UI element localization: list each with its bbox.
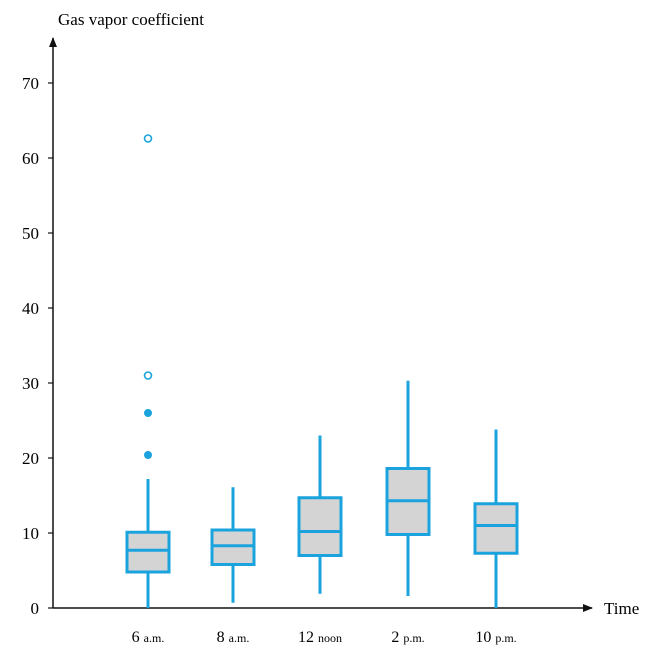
box-3 bbox=[297, 435, 343, 594]
x-category-sub: a.m. bbox=[229, 631, 250, 645]
boxes bbox=[125, 134, 519, 608]
y-tick-label: 0 bbox=[31, 599, 40, 618]
box-5 bbox=[473, 429, 519, 608]
x-category-label: 8 a.m. bbox=[217, 629, 250, 646]
box-iqr bbox=[473, 502, 519, 555]
box-iqr bbox=[297, 496, 343, 557]
y-tick-label: 30 bbox=[22, 374, 39, 393]
x-category-label: 6 a.m. bbox=[132, 629, 165, 646]
y-tick-label: 70 bbox=[22, 74, 39, 93]
x-category-label: 2 p.m. bbox=[391, 629, 424, 646]
y-tick-label: 20 bbox=[22, 449, 39, 468]
extreme-outlier-point bbox=[143, 371, 153, 380]
mild-outlier-point bbox=[144, 409, 152, 417]
x-category-main: 2 bbox=[391, 629, 403, 646]
x-category-label: 12 noon bbox=[298, 629, 342, 646]
y-ticks: 0 10 20 30 40 50 60 70 bbox=[22, 74, 53, 618]
box-2 bbox=[210, 487, 256, 603]
x-category-labels: 6 a.m. 8 a.m. 12 noon 2 p.m. 10 p.m. bbox=[132, 629, 517, 646]
x-category-sub: p.m. bbox=[495, 631, 516, 645]
mild-outlier-point bbox=[144, 451, 152, 459]
x-category-sub: noon bbox=[318, 631, 342, 645]
x-category-main: 6 bbox=[132, 629, 144, 646]
box-1 bbox=[125, 134, 171, 608]
x-category-sub: p.m. bbox=[403, 631, 424, 645]
y-tick-label: 60 bbox=[22, 149, 39, 168]
box-4 bbox=[385, 380, 431, 596]
x-category-main: 10 bbox=[475, 629, 495, 646]
y-tick-label: 50 bbox=[22, 224, 39, 243]
x-category-main: 12 bbox=[298, 629, 318, 646]
y-tick-label: 40 bbox=[22, 299, 39, 318]
x-category-label: 10 p.m. bbox=[475, 629, 516, 646]
y-tick-label: 10 bbox=[22, 524, 39, 543]
extreme-outlier-point bbox=[143, 134, 153, 143]
x-category-main: 8 bbox=[217, 629, 229, 646]
x-category-sub: a.m. bbox=[144, 631, 165, 645]
box-iqr bbox=[125, 530, 171, 574]
x-axis-title: Time bbox=[604, 599, 639, 618]
y-axis-title: Gas vapor coefficient bbox=[58, 10, 204, 29]
